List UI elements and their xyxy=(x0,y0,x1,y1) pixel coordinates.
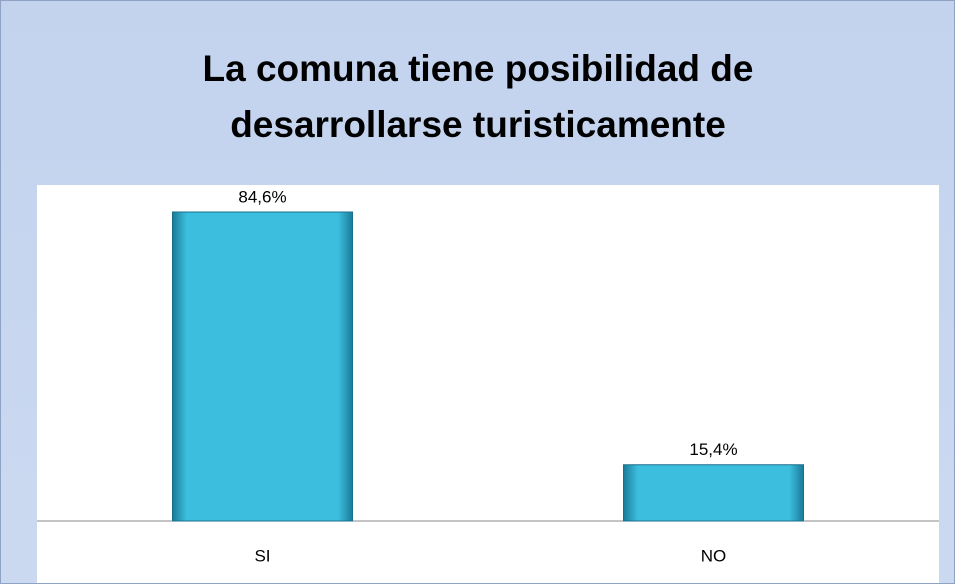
x-tick-label: NO xyxy=(701,546,727,565)
chart-title: La comuna tiene posibilidad de desarroll… xyxy=(202,48,754,145)
bar xyxy=(623,464,804,522)
x-tick-label: SI xyxy=(254,546,270,565)
bar xyxy=(172,211,353,522)
data-label: 15,4% xyxy=(689,440,737,459)
data-label: 84,6% xyxy=(238,187,286,206)
